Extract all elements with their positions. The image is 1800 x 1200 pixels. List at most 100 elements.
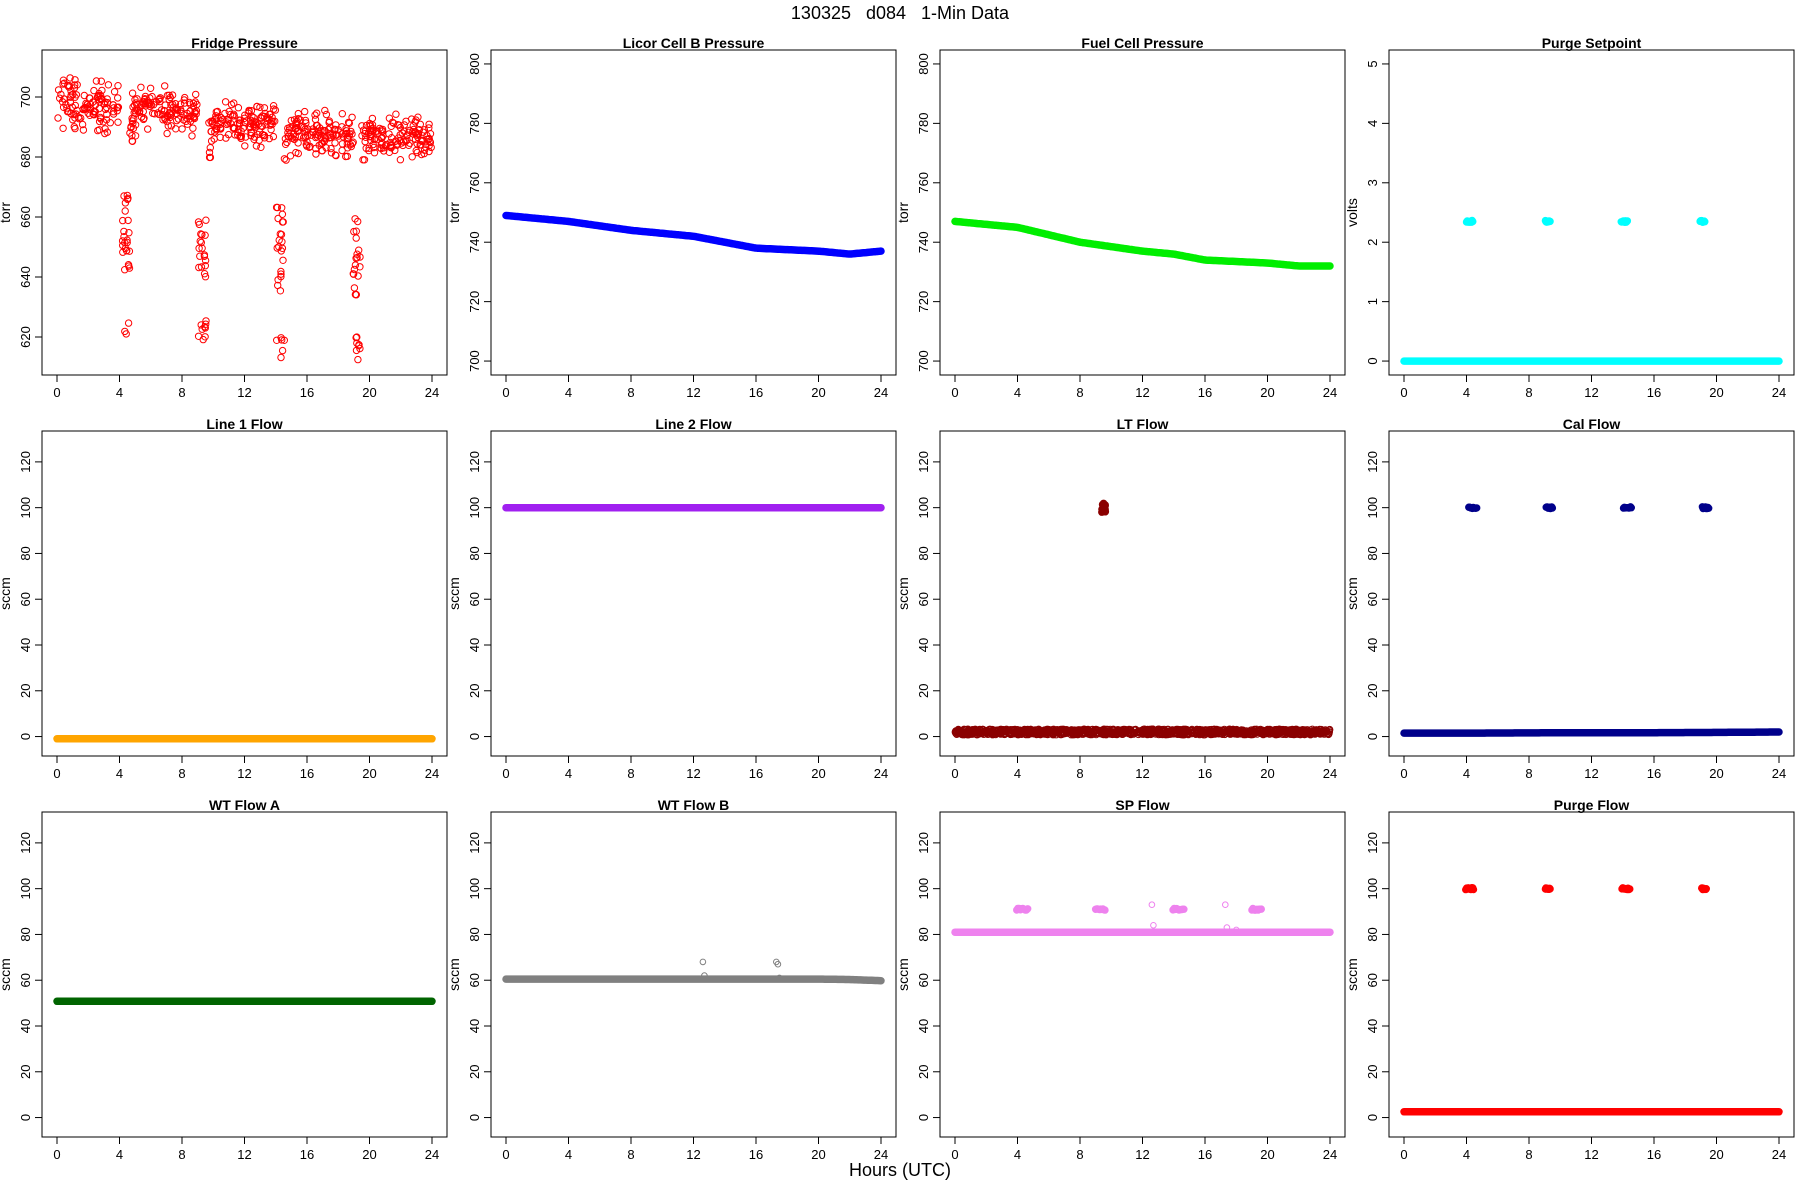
data-point [173,116,181,125]
y-axis-label: sccm [0,577,13,610]
data-point [318,146,326,155]
chart-panel: Cal Flow sccm 0 20 40 60 80 100 120 0 4 8 12 16 20 24 [1344,416,1795,781]
chart-panel: LT Flow sccm 0 20 40 60 80 100 120 0 4 8 12 16 20 24 [895,416,1346,781]
data-point [110,88,119,96]
data-point [362,133,370,142]
y-axis-label: sccm [1344,958,1360,991]
x-tick-label: 24 [1772,1147,1786,1162]
data-point [166,110,174,118]
data-point [212,114,220,123]
data-point [202,320,210,328]
data-point [353,250,361,258]
figure-title: 130325 d084 1-Min Data [790,3,1010,23]
data-point [229,112,237,120]
x-tick-label: 8 [627,766,634,781]
x-tick-label: 16 [1647,1147,1661,1162]
data-point [1013,727,1022,735]
y-tick-label: 720 [467,291,482,313]
plot-frame [1388,430,1795,757]
y-tick-label: 120 [1365,451,1380,473]
data-point [237,127,245,135]
data-point [332,151,340,160]
x-tick-label: 24 [1772,385,1786,400]
data-point [313,133,321,141]
y-tick-label: 0 [916,1114,931,1121]
data-point [283,138,291,147]
x-tick-label: 24 [1323,766,1337,781]
x-tick-label: 24 [425,1147,439,1162]
data-point [362,144,370,153]
data-point [1320,730,1329,738]
data-point [377,126,385,134]
data-point [1155,726,1164,734]
data-point [189,114,198,122]
x-tick-label: 0 [502,385,509,400]
y-tick-label: 100 [916,497,931,519]
plot-frame [490,811,897,1138]
data-point [201,231,209,239]
data-point [197,230,205,238]
y-tick-label: 2 [1365,239,1380,246]
x-tick-label: 16 [749,766,763,781]
data-point [101,105,110,114]
y-tick-label: 80 [916,927,931,941]
data-point [313,109,321,117]
series-line [502,975,885,985]
data-point [146,84,155,93]
data-point [392,110,400,118]
data-point [253,102,261,111]
data-point [119,216,127,225]
data-point [236,132,244,141]
data-point [1073,729,1081,738]
y-tick-label: 40 [916,1019,931,1033]
data-point [1199,731,1208,739]
data-point [1141,728,1149,736]
chart-panel: SP Flow sccm 0 20 40 60 80 100 120 0 4 8 12 16 20 24 [895,797,1346,1162]
y-tick-label: 100 [18,497,33,519]
x-tick-label: 24 [1323,385,1337,400]
data-point [294,109,302,118]
data-point [334,132,342,140]
data-layer [951,217,1334,270]
y-tick-label: 20 [467,684,482,698]
data-point [1303,727,1312,736]
y-tick-label: 3 [1365,179,1380,186]
data-point [132,109,140,118]
y-tick-label: 0 [1365,733,1380,740]
data-point [1168,727,1176,735]
data-point [701,972,708,979]
y-axis-label: sccm [895,577,911,610]
x-tick-label: 12 [1584,766,1598,781]
data-point [1218,730,1227,738]
x-tick-label: 24 [874,385,888,400]
data-point [1311,730,1319,738]
data-point [385,130,393,138]
x-tick-label: 16 [749,1147,763,1162]
panel-title: Purge Flow [1554,797,1630,813]
data-point [303,142,311,150]
y-tick-label: 60 [467,592,482,606]
data-point [776,974,783,982]
data-point [77,114,85,122]
x-tick-label: 12 [237,766,251,781]
data-point [1143,730,1151,738]
x-tick-label: 20 [1709,766,1723,781]
data-point [1106,725,1114,734]
panel-title: WT Flow B [658,797,730,813]
data-point [267,117,275,125]
data-point [211,115,219,124]
y-tick-label: 60 [18,973,33,987]
data-point [349,270,358,278]
data-point [351,261,360,269]
data-point [358,132,366,140]
data-point [106,119,115,127]
panel-title: WT Flow A [209,797,280,813]
data-point [70,110,78,119]
data-point [114,118,122,126]
data-point [352,227,360,235]
data-point [216,124,225,133]
x-tick-label: 16 [300,766,314,781]
data-point [317,134,325,142]
data-layer [1400,216,1783,365]
x-tick-label: 8 [627,385,634,400]
